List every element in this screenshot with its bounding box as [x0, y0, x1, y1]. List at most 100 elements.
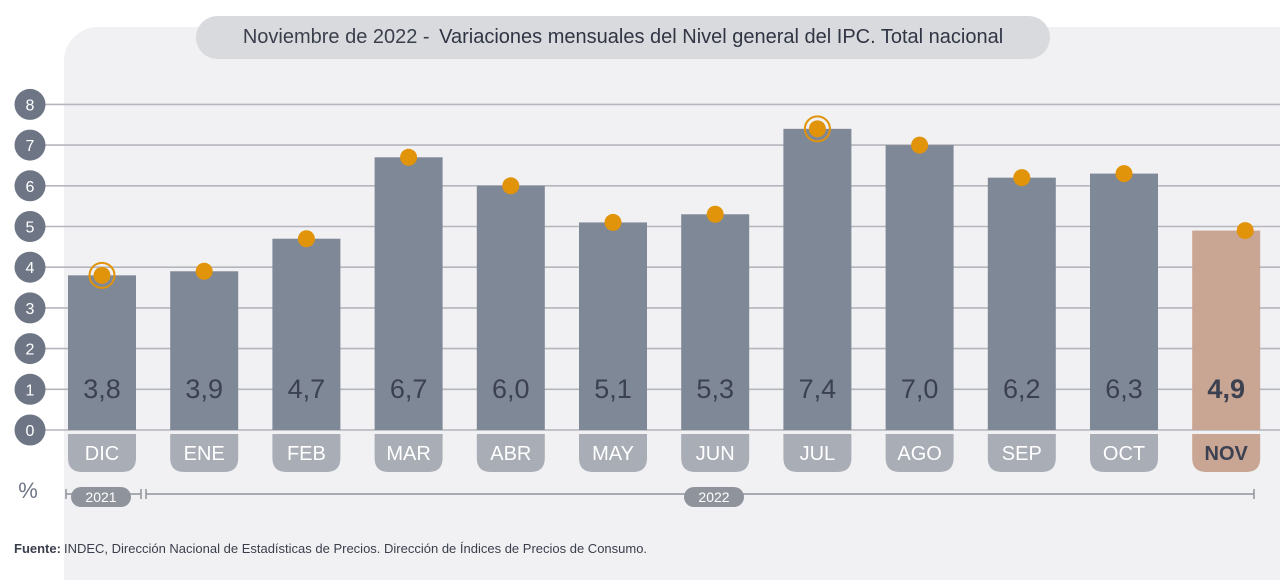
y-tick-circle: [14, 251, 46, 283]
bar: [1090, 173, 1158, 430]
value-label: 5,1: [594, 374, 632, 404]
month-pill: [1090, 434, 1158, 472]
value-marker: [911, 136, 929, 154]
y-tick-label: 5: [26, 220, 35, 237]
y-tick-circle: [14, 414, 46, 446]
month-pill: [68, 434, 136, 472]
month-pill: [579, 434, 647, 472]
bar: [579, 222, 647, 430]
value-marker: [502, 177, 520, 195]
bar: [987, 177, 1056, 430]
value-label: 6,2: [1003, 374, 1041, 404]
bar: [681, 214, 750, 430]
chart-title: Noviembre de 2022 - Variaciones mensuale…: [196, 16, 1050, 59]
unit-label: %: [18, 478, 38, 503]
y-tick-label: 8: [26, 97, 35, 114]
month-label: MAR: [386, 443, 430, 465]
bar: [272, 238, 341, 430]
month-label: JUL: [800, 443, 836, 465]
month-pill: [476, 434, 545, 472]
month-label: ENE: [184, 443, 225, 465]
value-label: 4,7: [288, 374, 326, 404]
value-label: 6,3: [1105, 374, 1143, 404]
value-marker: [400, 148, 418, 166]
bars: 3,8 3,9 4,7 6,7 6,0 5,1 5,3 7,4 7,0 6,2 6,3 4,9: [68, 128, 1261, 430]
y-tick-circle: [14, 333, 46, 365]
month-pill: [1192, 434, 1261, 472]
source-note: Fuente: INDEC, Dirección Nacional de Esta…: [14, 541, 647, 556]
gridlines: [44, 103, 1280, 431]
value-label: 5,3: [696, 374, 734, 404]
month-label: DIC: [85, 443, 119, 465]
month-label: OCT: [1103, 443, 1145, 465]
y-tick-circle: [14, 88, 46, 120]
y-tick-label: 3: [26, 301, 35, 318]
y-tick-label: 2: [26, 342, 35, 359]
y-tick-circle: [14, 373, 46, 405]
month-label: FEB: [287, 443, 326, 465]
month-pill: [885, 434, 954, 472]
month-pill: [987, 434, 1056, 472]
y-tick-circle: [14, 211, 46, 242]
month-label: ABR: [490, 443, 531, 465]
y-tick-circle: [14, 129, 46, 161]
value-label: 3,9: [185, 374, 223, 404]
month-pill: [272, 434, 341, 472]
value-label: 7,4: [799, 374, 837, 404]
chart-background: [64, 27, 1280, 580]
month-pill: [681, 434, 750, 472]
value-marker: [1236, 222, 1254, 240]
bar: [783, 128, 852, 430]
value-marker: [808, 120, 826, 138]
marker-ring: [803, 115, 831, 143]
value-marker: [1013, 169, 1031, 187]
markers: [88, 115, 1254, 289]
y-tick-label: 0: [26, 423, 35, 440]
month-pill: [170, 434, 239, 472]
title-prefix: Noviembre de 2022: [242, 26, 418, 48]
marker-ring: [88, 261, 116, 289]
bar: [374, 157, 443, 430]
bar: [1192, 230, 1261, 430]
y-tick-label: 6: [26, 179, 35, 196]
month-label: NOV: [1205, 443, 1249, 465]
value-marker: [604, 213, 622, 231]
value-label: 4,9: [1207, 374, 1245, 404]
value-marker: [93, 266, 111, 284]
title-separator: -: [417, 26, 436, 48]
month-label: JUN: [696, 443, 735, 465]
y-tick-label: 4: [26, 260, 35, 277]
value-label: 6,0: [492, 374, 530, 404]
bar: [476, 185, 545, 430]
year-label: 2021: [85, 489, 116, 505]
value-marker: [195, 262, 213, 280]
year-pill: [71, 487, 131, 507]
year-label: 2022: [698, 489, 729, 505]
bar: [68, 275, 136, 430]
value-label: 6,7: [390, 374, 428, 404]
bar: [170, 271, 239, 430]
y-tick-label: 1: [26, 382, 35, 399]
value-label: 7,0: [901, 374, 939, 404]
year-brackets: % 2021 2022: [18, 478, 1255, 507]
value-marker: [1115, 165, 1133, 183]
month-label: MAY: [592, 443, 634, 465]
month-label: SEP: [1002, 443, 1042, 465]
value-marker: [297, 230, 315, 248]
value-label: 3,8: [83, 374, 121, 404]
year-pill: [684, 487, 744, 507]
month-pill: [374, 434, 443, 472]
source-text: INDEC, Dirección Nacional de Estadística…: [63, 541, 648, 556]
y-tick-circle: [14, 170, 46, 202]
title-main: Variaciones mensuales del Nivel general …: [439, 26, 1004, 48]
y-axis: 0 1 2 3 4 5 6 7 8: [14, 88, 46, 446]
month-labels: DIC ENE FEB MAR ABR MAY JUN JUL AGO SEP OCT NOV: [68, 434, 1261, 472]
bar: [885, 145, 954, 430]
month-pill: [783, 434, 852, 472]
month-label: AGO: [897, 443, 941, 465]
y-tick-label: 7: [26, 138, 35, 155]
source-label: Fuente:: [14, 541, 61, 556]
y-tick-circle: [14, 292, 46, 324]
value-marker: [706, 205, 724, 223]
